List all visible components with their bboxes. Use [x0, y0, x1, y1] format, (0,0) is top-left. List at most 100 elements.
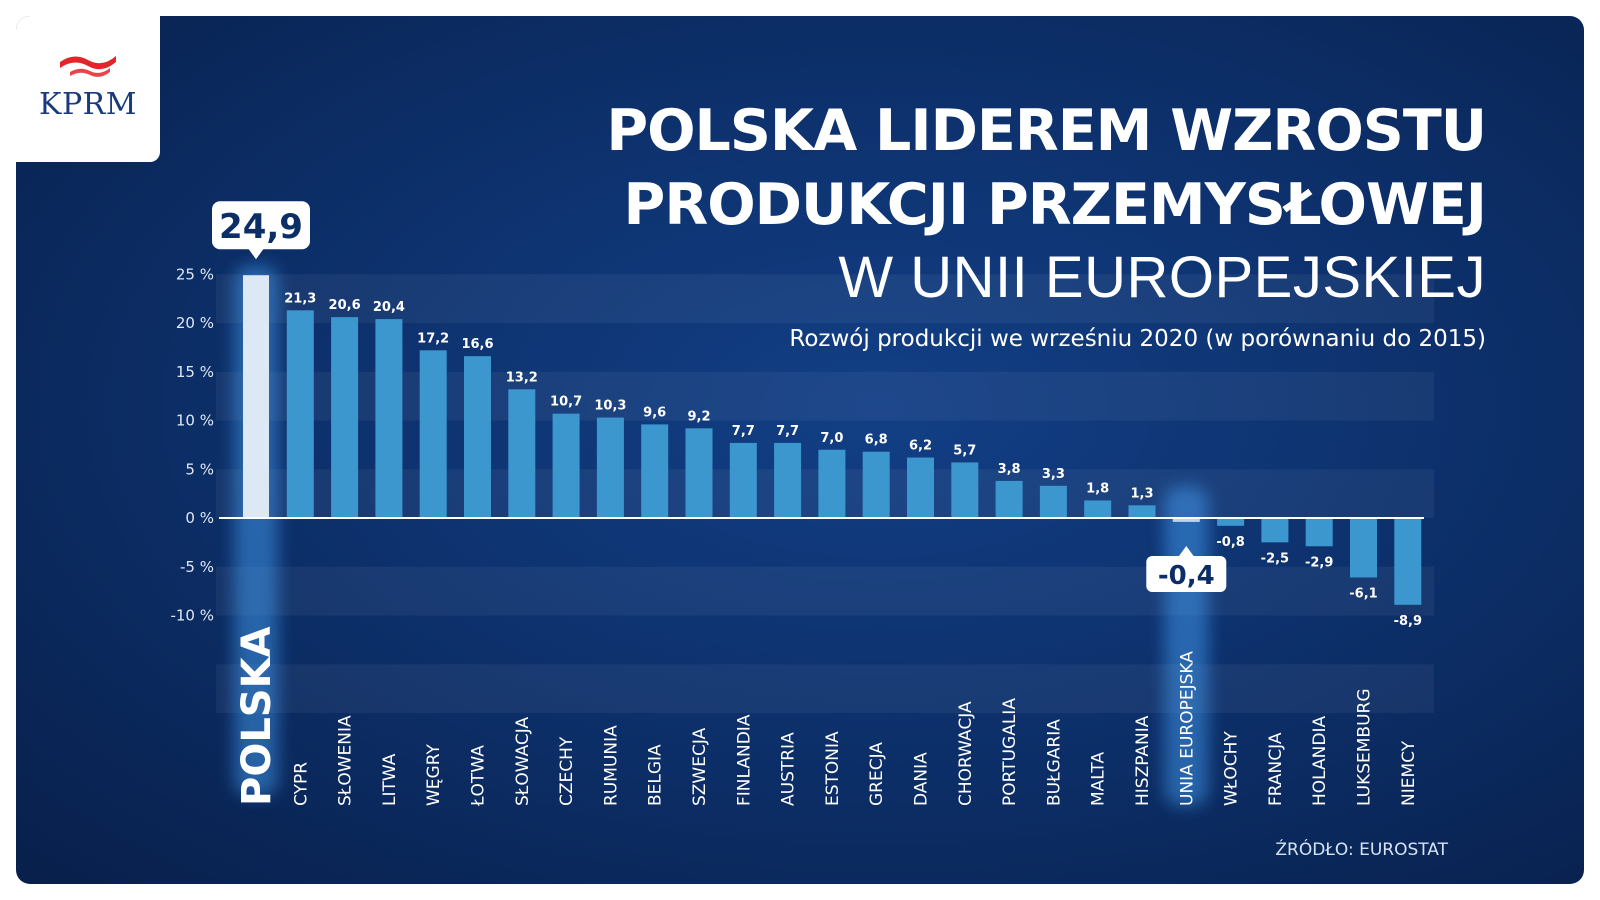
source-note: ŹRÓDŁO: EUROSTAT [1275, 840, 1448, 860]
value-label: 6,2 [909, 439, 932, 454]
callout-pointer-eu [1178, 546, 1195, 557]
y-tick-label: 5 % [185, 460, 214, 478]
grid-band [216, 566, 1434, 616]
bar-chart: 25 % 20 % 15 % 10 % 5 % 0 % -5 % -10 % 21,3 20,6… [170, 201, 1434, 807]
category-label: FINLANDIA [734, 714, 754, 806]
category-label: POLSKA [234, 626, 280, 806]
value-label: 13,2 [506, 370, 538, 385]
value-label: 17,2 [417, 331, 449, 346]
grid-band [216, 664, 1434, 713]
y-axis: 25 % 20 % 15 % 10 % 5 % 0 % -5 % -10 % [170, 265, 214, 624]
category-label: FRANCJA [1266, 732, 1286, 806]
value-label: 7,0 [820, 431, 843, 446]
value-label: -2,9 [1305, 555, 1333, 570]
y-tick-label: -5 % [180, 558, 214, 576]
bar-litwa [375, 319, 403, 518]
value-label: -2,5 [1261, 551, 1289, 566]
callout-box-eu [1146, 556, 1227, 592]
bar-słowacja [508, 389, 536, 518]
grid-band [216, 371, 1434, 421]
kprm-logo: KPRM [16, 16, 160, 162]
bar-polska [243, 275, 269, 518]
category-label: BUŁGARIA [1044, 719, 1064, 806]
value-label: 21,3 [284, 291, 316, 306]
value-label: 16,6 [461, 337, 493, 352]
category-label: WŁOCHY [1222, 731, 1242, 806]
category-label: WĘGRY [424, 744, 444, 806]
category-label: HOLANDIA [1310, 716, 1330, 806]
category-label: CZECHY [557, 736, 577, 806]
category-label: GRECJA [867, 742, 887, 806]
bar-hiszpania [1128, 505, 1156, 518]
bar-cypr [286, 310, 314, 518]
bar-czechy [552, 413, 580, 518]
value-label: 7,7 [776, 424, 799, 439]
category-label: UNIA EUROPEJSKA [1177, 651, 1197, 806]
value-label: 5,7 [953, 443, 976, 458]
category-label: CHORWACJA [956, 701, 976, 806]
value-label: -8,9 [1394, 614, 1422, 629]
bar-dania [907, 457, 934, 518]
y-tick-label: 10 % [176, 412, 214, 430]
bar-szwecja [685, 428, 713, 518]
callout-box-polska [212, 201, 310, 250]
value-label: 10,7 [550, 395, 582, 410]
title-line-3: W UNII EUROPEJSKIEJ [838, 245, 1486, 310]
bar-włochy [1217, 518, 1245, 526]
bar-węgry [419, 350, 447, 518]
value-label: 6,8 [865, 433, 888, 448]
y-tick-label: 0 % [185, 509, 214, 527]
bar-chorwacja [951, 462, 979, 518]
logo-text: KPRM [39, 87, 137, 122]
bar-estonia [818, 449, 846, 518]
title-line-2: PRODUKCJI PRZEMYSŁOWEJ [623, 172, 1487, 238]
bars [243, 275, 1422, 605]
y-tick-label: 15 % [176, 363, 214, 381]
category-label: BELGIA [646, 744, 666, 806]
category-label: ESTONIA [823, 731, 843, 806]
title-line-1: POLSKA LIDEREM WZROSTU [606, 98, 1487, 164]
value-labels: 21,3 20,6 20,4 17,2 16,6 13,2 10,7 10,3 9,6 9,2 7,… [284, 291, 1422, 628]
bar-rumunia [596, 417, 624, 518]
category-label: LUKSEMBURG [1355, 688, 1375, 806]
y-tick-label: -10 % [170, 607, 214, 625]
value-label: -6,1 [1349, 586, 1377, 601]
category-label: LITWA [380, 753, 400, 806]
bar-niemcy [1394, 518, 1422, 605]
callout-value-polska: 24,9 [219, 207, 303, 247]
category-label: SŁOWENIA [336, 715, 356, 806]
category-labels: POLSKA CYPR SŁOWENIA LITWA WĘGRY ŁOTWA SŁOWACJ… [234, 626, 1419, 807]
value-label: -0,8 [1216, 535, 1244, 550]
callout-value-eu: -0,4 [1158, 561, 1215, 591]
category-label: AUSTRIA [779, 732, 799, 806]
callout-pointer-polska [248, 248, 264, 260]
bar-słowenia [331, 317, 359, 518]
value-label: 9,6 [643, 405, 666, 420]
chart-subtitle: Rozwój produkcji we wrześniu 2020 (w por… [789, 326, 1486, 352]
category-label: CYPR [291, 762, 311, 806]
value-label: 20,6 [329, 298, 361, 313]
value-label: 1,3 [1130, 486, 1153, 501]
category-label: SZWECJA [690, 727, 710, 806]
bar-luksemburg [1350, 518, 1377, 578]
value-label: 9,2 [687, 409, 710, 424]
value-label: 3,8 [998, 462, 1021, 477]
value-label: 20,4 [373, 300, 405, 315]
category-label: RUMUNIA [601, 725, 621, 806]
bar-łotwa [464, 356, 491, 518]
category-label: DANIA [912, 752, 932, 806]
category-label: HISZPANIA [1133, 715, 1153, 806]
grid-band [216, 274, 1434, 323]
bar-holandia [1305, 518, 1333, 547]
bar-francja [1261, 518, 1289, 543]
bar-austria [774, 442, 802, 518]
y-tick-label: 25 % [176, 265, 214, 283]
value-label: 10,3 [594, 399, 626, 414]
value-label: 3,3 [1042, 467, 1065, 482]
category-label: NIEMCY [1399, 740, 1419, 806]
bar-grecja [862, 451, 890, 518]
y-tick-label: 20 % [176, 314, 214, 332]
callouts: 24,9 -0,4 [212, 201, 1227, 592]
category-label: SŁOWACJA [513, 716, 533, 806]
bar-bułgaria [1039, 485, 1067, 518]
